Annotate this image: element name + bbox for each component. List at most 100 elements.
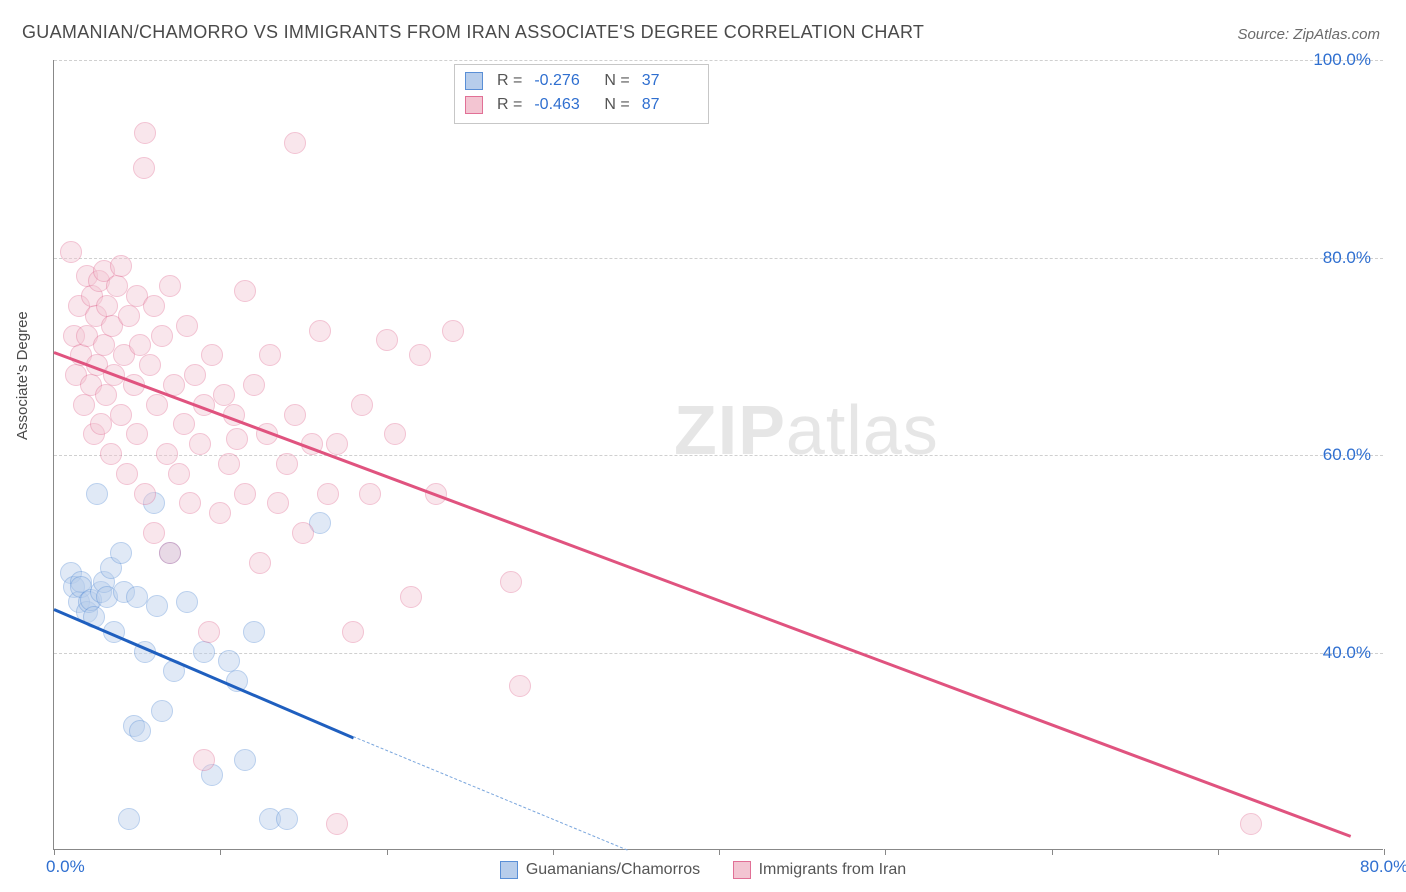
data-point [118, 305, 140, 327]
data-point [143, 522, 165, 544]
data-point [276, 808, 298, 830]
data-point [126, 423, 148, 445]
x-tick [719, 849, 720, 855]
x-tick [1218, 849, 1219, 855]
trend-line [353, 736, 628, 850]
data-point [151, 700, 173, 722]
n-value-iran: 87 [642, 96, 698, 114]
legend-label-guamanians: Guamanians/Chamorros [526, 861, 700, 879]
correlation-chart: GUAMANIAN/CHAMORRO VS IMMIGRANTS FROM IR… [0, 0, 1406, 892]
y-tick-label: 100.0% [1313, 50, 1371, 70]
x-tick [553, 849, 554, 855]
data-point [201, 344, 223, 366]
data-point [176, 591, 198, 613]
data-point [509, 675, 531, 697]
data-point [193, 641, 215, 663]
data-point [342, 621, 364, 643]
data-point [351, 394, 373, 416]
stats-row-guamanians: R = -0.276 N = 37 [465, 69, 698, 93]
data-point [193, 749, 215, 771]
gridline [54, 60, 1383, 61]
gridline [54, 653, 1383, 654]
data-point [442, 320, 464, 342]
watermark: ZIPatlas [674, 390, 939, 470]
data-point [116, 463, 138, 485]
data-point [209, 502, 231, 524]
x-tick [387, 849, 388, 855]
r-value-guamanians: -0.276 [534, 72, 590, 90]
r-label: R = [497, 72, 522, 90]
data-point [259, 344, 281, 366]
data-point [309, 320, 331, 342]
data-point [326, 813, 348, 835]
data-point [100, 443, 122, 465]
data-point [73, 394, 95, 416]
data-point [292, 522, 314, 544]
data-point [60, 241, 82, 263]
data-point [234, 483, 256, 505]
data-point [151, 325, 173, 347]
data-point [234, 749, 256, 771]
data-point [284, 132, 306, 154]
data-point [146, 595, 168, 617]
data-point [218, 453, 240, 475]
swatch-iran [465, 96, 483, 114]
data-point [376, 329, 398, 351]
data-point [129, 334, 151, 356]
swatch-guamanians [465, 72, 483, 90]
n-value-guamanians: 37 [642, 72, 698, 90]
x-tick [1052, 849, 1053, 855]
data-point [384, 423, 406, 445]
n-label: N = [604, 72, 629, 90]
y-axis-label: Associate's Degree [14, 311, 31, 440]
data-point [143, 295, 165, 317]
data-point [1240, 813, 1262, 835]
data-point [409, 344, 431, 366]
plot-area: ZIPatlas R = -0.276 N = 37 R = -0.463 N … [53, 60, 1383, 850]
data-point [168, 463, 190, 485]
source-attribution: Source: ZipAtlas.com [1237, 26, 1380, 43]
stats-legend: R = -0.276 N = 37 R = -0.463 N = 87 [454, 64, 709, 124]
data-point [159, 542, 181, 564]
data-point [176, 315, 198, 337]
y-tick-label: 40.0% [1323, 643, 1371, 663]
bottom-legend: Guamanians/Chamorros Immigrants from Ira… [0, 861, 1406, 884]
gridline [54, 455, 1383, 456]
x-tick [54, 849, 55, 855]
chart-title: GUAMANIAN/CHAMORRO VS IMMIGRANTS FROM IR… [22, 22, 924, 43]
data-point [226, 428, 248, 450]
data-point [156, 443, 178, 465]
data-point [198, 621, 220, 643]
data-point [234, 280, 256, 302]
data-point [284, 404, 306, 426]
data-point [173, 413, 195, 435]
data-point [126, 586, 148, 608]
y-tick-label: 60.0% [1323, 445, 1371, 465]
data-point [184, 364, 206, 386]
legend-item-iran: Immigrants from Iran [733, 861, 907, 879]
n-label: N = [604, 96, 629, 114]
data-point [90, 413, 112, 435]
data-point [267, 492, 289, 514]
data-point [96, 295, 118, 317]
data-point [400, 586, 422, 608]
data-point [249, 552, 271, 574]
watermark-atlas: atlas [786, 391, 939, 469]
data-point [500, 571, 522, 593]
data-point [159, 275, 181, 297]
data-point [189, 433, 211, 455]
data-point [133, 157, 155, 179]
watermark-zip: ZIP [674, 391, 786, 469]
data-point [110, 542, 132, 564]
legend-item-guamanians: Guamanians/Chamorros [500, 861, 700, 879]
data-point [86, 483, 108, 505]
x-tick [885, 849, 886, 855]
r-value-iran: -0.463 [534, 96, 590, 114]
data-point [134, 122, 156, 144]
data-point [276, 453, 298, 475]
data-point [110, 255, 132, 277]
data-point [179, 492, 201, 514]
data-point [95, 384, 117, 406]
data-point [359, 483, 381, 505]
legend-swatch-iran [733, 861, 751, 879]
